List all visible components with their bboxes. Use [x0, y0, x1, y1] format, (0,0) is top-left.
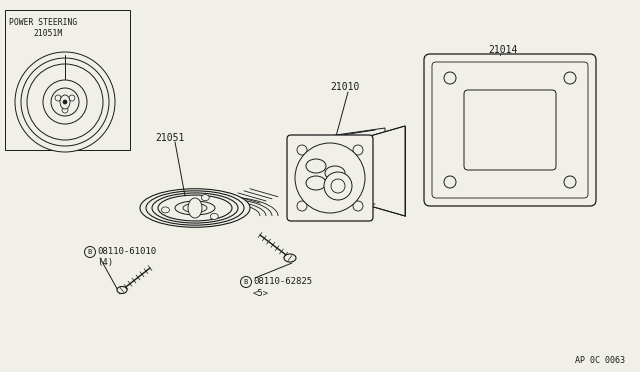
FancyBboxPatch shape — [424, 54, 596, 206]
Ellipse shape — [140, 189, 250, 227]
Text: 21014: 21014 — [488, 45, 517, 55]
Ellipse shape — [306, 159, 326, 173]
Ellipse shape — [564, 176, 576, 188]
Ellipse shape — [62, 107, 68, 113]
Ellipse shape — [43, 80, 87, 124]
Ellipse shape — [140, 189, 250, 227]
Ellipse shape — [60, 95, 70, 109]
Ellipse shape — [188, 198, 202, 218]
Ellipse shape — [297, 201, 307, 211]
Ellipse shape — [63, 100, 67, 104]
Text: 08110-61010: 08110-61010 — [97, 247, 156, 257]
Ellipse shape — [284, 254, 296, 262]
Ellipse shape — [297, 145, 307, 155]
Ellipse shape — [175, 201, 215, 215]
Ellipse shape — [353, 201, 363, 211]
FancyBboxPatch shape — [464, 90, 556, 170]
FancyBboxPatch shape — [432, 62, 588, 198]
Ellipse shape — [324, 172, 352, 200]
Ellipse shape — [51, 88, 79, 116]
Text: 21010: 21010 — [330, 82, 360, 92]
Text: <5>: <5> — [253, 289, 269, 298]
Text: 08110-62825: 08110-62825 — [253, 278, 312, 286]
Text: 21051M: 21051M — [33, 29, 62, 38]
Text: AP 0C 0063: AP 0C 0063 — [575, 356, 625, 365]
Text: B: B — [88, 249, 92, 255]
Ellipse shape — [117, 286, 127, 294]
Ellipse shape — [444, 176, 456, 188]
Text: 21051: 21051 — [155, 133, 184, 143]
Ellipse shape — [211, 214, 218, 219]
FancyBboxPatch shape — [287, 135, 373, 221]
Text: B: B — [244, 279, 248, 285]
Ellipse shape — [325, 166, 345, 180]
Ellipse shape — [444, 72, 456, 84]
Ellipse shape — [306, 176, 326, 190]
Polygon shape — [370, 126, 405, 216]
Ellipse shape — [161, 207, 170, 213]
Bar — [5, 10, 130, 150]
Ellipse shape — [353, 145, 363, 155]
Ellipse shape — [295, 143, 365, 213]
Ellipse shape — [15, 52, 115, 152]
Ellipse shape — [55, 95, 61, 101]
Text: POWER STEERING: POWER STEERING — [9, 18, 77, 27]
Ellipse shape — [201, 195, 209, 201]
Ellipse shape — [564, 72, 576, 84]
Ellipse shape — [183, 203, 207, 212]
Text: (4): (4) — [97, 259, 113, 267]
Ellipse shape — [331, 179, 345, 193]
Polygon shape — [315, 128, 385, 168]
Ellipse shape — [69, 95, 75, 101]
